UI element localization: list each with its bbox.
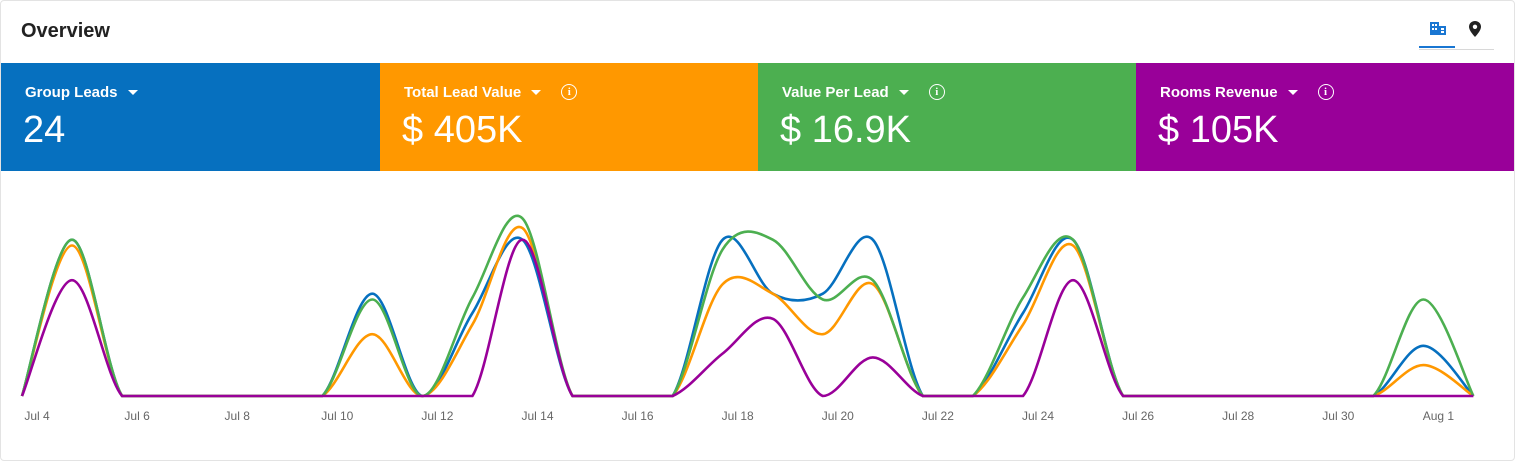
x-tick-label: Jul 16	[622, 409, 654, 423]
kpi-label: Group Leads	[25, 83, 118, 101]
kpi-label: Total Lead Value	[404, 83, 522, 101]
caret-down-icon[interactable]	[127, 89, 138, 95]
kpi-value: $ 405K	[402, 109, 523, 151]
series-line-2	[20, 214, 1475, 398]
map-pin-icon	[1469, 21, 1481, 37]
x-tick-label: Jul 12	[421, 409, 453, 423]
kpi-value: $ 16.9K	[780, 109, 911, 151]
building-icon	[1430, 22, 1446, 35]
caret-down-icon[interactable]	[531, 89, 542, 95]
info-icon[interactable]: i	[1317, 84, 1334, 100]
series-line-0	[20, 235, 1475, 398]
x-tick-label: Jul 4	[24, 409, 50, 423]
kpi-tile-group-leads[interactable]: Group Leads 24	[1, 63, 380, 171]
x-tick-label: Jul 22	[922, 409, 954, 423]
series-line-3	[20, 238, 1474, 398]
x-tick-label: Jul 18	[722, 409, 754, 423]
page-title: Overview	[21, 20, 110, 42]
x-tick-label: Jul 30	[1322, 409, 1354, 423]
caret-down-icon[interactable]	[1287, 89, 1298, 95]
view-toggle	[1419, 15, 1494, 50]
x-tick-label: Jul 6	[124, 409, 150, 423]
kpi-dropdown[interactable]: Value Per Lead i	[782, 81, 945, 103]
series-line-1	[20, 225, 1475, 398]
kpi-tile-total-lead-value[interactable]: Total Lead Value i $ 405K	[380, 63, 758, 171]
kpi-tiles: Group Leads 24 Total Lead Value i $ 405K…	[1, 63, 1514, 171]
caret-down-icon[interactable]	[898, 89, 909, 95]
info-icon[interactable]: i	[561, 84, 578, 100]
kpi-tile-rooms-revenue[interactable]: Rooms Revenue i $ 105K	[1136, 63, 1514, 171]
kpi-label: Rooms Revenue	[1160, 83, 1278, 101]
x-tick-label: Jul 8	[225, 409, 251, 423]
overview-line-chart: Jul 4 Jul 6 Jul 8 Jul 10 Jul 12 Jul 14 Jul 16 J…	[20, 214, 1475, 423]
x-tick-label: Aug 1	[1423, 409, 1455, 423]
property-view-button[interactable]	[1419, 15, 1455, 48]
kpi-dropdown[interactable]: Total Lead Value i	[404, 81, 578, 103]
kpi-dropdown[interactable]: Group Leads	[25, 81, 138, 103]
kpi-label: Value Per Lead	[782, 83, 889, 101]
x-tick-label: Jul 24	[1022, 409, 1054, 423]
info-icon[interactable]: i	[928, 84, 945, 100]
kpi-tile-value-per-lead[interactable]: Value Per Lead i $ 16.9K	[758, 63, 1136, 171]
kpi-value: 24	[23, 109, 66, 151]
x-tick-label: Jul 26	[1122, 409, 1154, 423]
x-tick-label: Jul 28	[1222, 409, 1254, 423]
x-tick-label: Jul 20	[822, 409, 854, 423]
x-tick-label: Jul 10	[321, 409, 353, 423]
map-view-button[interactable]	[1457, 15, 1493, 48]
card-header: Overview	[1, 1, 1514, 63]
kpi-dropdown[interactable]: Rooms Revenue i	[1160, 81, 1334, 103]
kpi-value: $ 105K	[1158, 109, 1279, 151]
x-tick-label: Jul 14	[521, 409, 553, 423]
